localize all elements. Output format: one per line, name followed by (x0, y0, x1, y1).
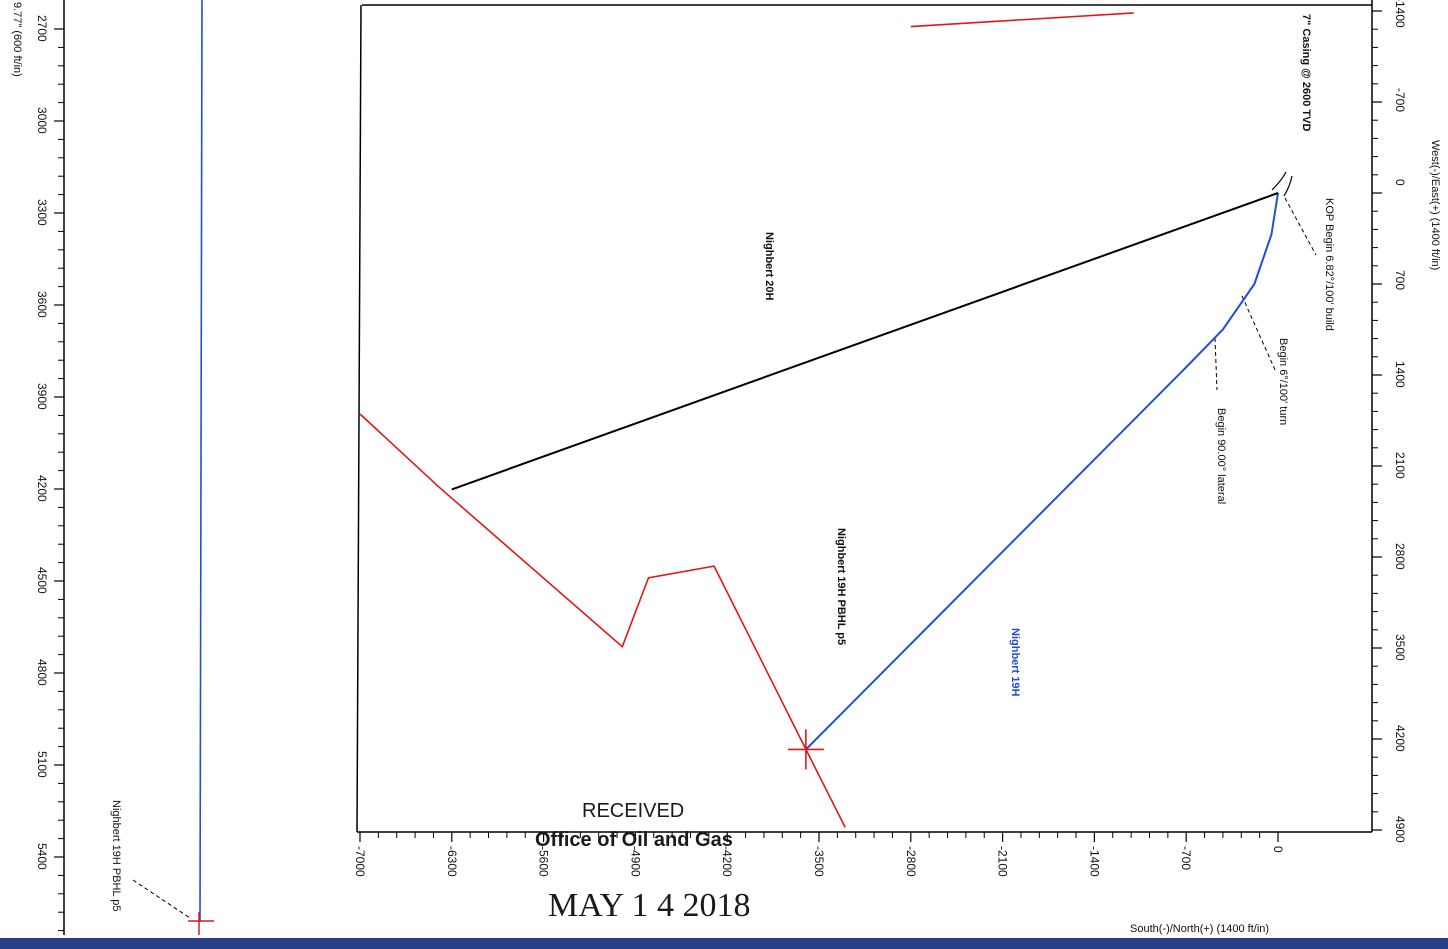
y-tick-label: -700 (1393, 88, 1407, 112)
left-tick-label: 4200 (35, 475, 49, 502)
x-tick-label: 0 (1271, 846, 1285, 853)
x-axis-ticks: -7000 -6300 -5600 -4900 -4200 -3500 -2800 -2100… (353, 832, 1285, 877)
stamp-date: MAY 1 4 2018 (548, 887, 750, 924)
pbhl-label: Nighbert 19H PBHL p5 (835, 528, 847, 645)
casing-label: 7" Casing @ 2600 TVD (1300, 14, 1312, 131)
left-target-leader (132, 879, 191, 919)
y-tick-label: 2100 (1393, 452, 1407, 479)
x-tick-label: -5600 (537, 846, 551, 877)
stamp-office: Office of Oil and Gas (535, 829, 733, 851)
vertical-section-panel: 9.77" (600 ft/in) 2700 3000 3300 3600 3900 42… (11, 0, 214, 935)
y-tick-label: 2800 (1393, 543, 1407, 570)
y-tick-label: 4200 (1393, 725, 1407, 752)
left-tick-label: 3300 (35, 199, 49, 226)
stamp-received: RECEIVED (582, 800, 684, 822)
turn-label: Begin 6°/100' turn (1277, 338, 1289, 425)
y-tick-label: 0 (1393, 179, 1407, 186)
x-tick-label: -4200 (720, 846, 734, 877)
boundary-line-upper (910, 12, 1134, 28)
left-tick-label: 2700 (35, 15, 49, 42)
y-tick-label: 1400 (1393, 361, 1407, 388)
y-tick-label: 700 (1393, 270, 1407, 290)
left-tick-label: 5100 (35, 751, 49, 778)
x-tick-label: -700 (1179, 846, 1193, 870)
left-tick-label: 4500 (35, 567, 49, 594)
x-tick-label: -3500 (812, 846, 826, 877)
y-axis-title: West(-)/East(+) (1400 ft/in) (1429, 140, 1441, 270)
lateral-leader (1214, 337, 1218, 391)
frame-bottom-bar (0, 938, 1448, 949)
left-axis-ticks: 2700 3000 3300 3600 3900 4200 4500 4800 5100 5400 (35, 15, 64, 932)
well-19h-label: Nighbert 19H (1009, 628, 1021, 697)
y-axis-ticks: -1400 -700 0 700 1400 2100 2800 3500 4200 4900 (1372, 0, 1407, 843)
lateral-label: Begin 90.00° lateral (1215, 408, 1227, 504)
x-tick-label: -4900 (628, 846, 642, 877)
y-tick-label: 4900 (1393, 816, 1407, 843)
x-tick-label: -2100 (996, 846, 1010, 877)
x-axis-title: South(-)/North(+) (1400 ft/in) (1130, 923, 1269, 935)
left-tick-label: 3900 (35, 383, 49, 410)
x-tick-label: -1400 (1087, 846, 1101, 877)
left-axis-title: 9.77" (600 ft/in) (11, 2, 23, 77)
y-tick-label: -1400 (1393, 0, 1407, 28)
kop-label: KOP Begin 6.82°/100' build (1323, 198, 1335, 331)
series-layer (359, 12, 1279, 828)
chart-left-border (356, 4, 362, 833)
received-stamp: RECEIVED Office of Oil and Gas MAY 1 4 2… (535, 800, 750, 924)
left-tick-label: 5400 (35, 843, 49, 870)
left-target-marker (188, 912, 214, 935)
y-tick-label: 3500 (1393, 634, 1407, 661)
nighbert-20h-line (451, 192, 1279, 491)
nighbert-19h-line (805, 192, 1279, 751)
well-20h-label: Nighbert 20H (763, 232, 775, 301)
x-tick-label: -6300 (445, 846, 459, 877)
well-19h-vertical-line (199, 0, 203, 923)
kop-leader (1284, 197, 1317, 256)
x-tick-label: -7000 (353, 846, 367, 877)
turn-leader (1241, 295, 1277, 373)
plan-view-chart: -7000 -6300 -5600 -4900 -4200 -3500 -2800 -2100… (353, 0, 1441, 935)
left-tick-label: 3600 (35, 291, 49, 318)
left-target-label: Nighbert 19H PBHL p5 (110, 800, 122, 912)
casing-tick (1271, 171, 1293, 197)
left-tick-label: 3000 (35, 107, 49, 134)
x-tick-label: -2800 (904, 846, 918, 877)
boundary-line-lower (359, 413, 846, 828)
left-tick-label: 4800 (35, 659, 49, 686)
